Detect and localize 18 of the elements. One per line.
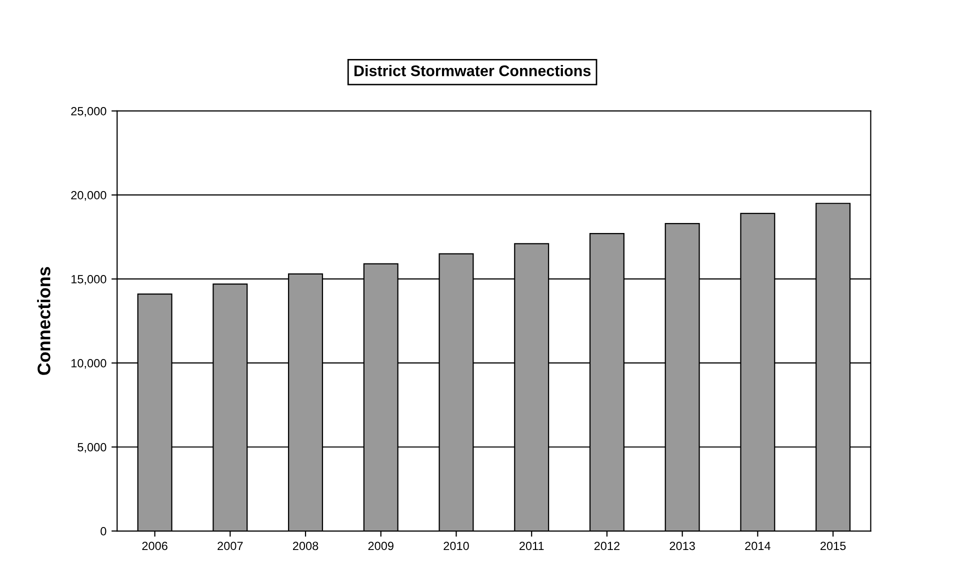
x-tick-label: 2011 [520,542,544,550]
y-tick-label: 15,000 [72,275,106,285]
x-tick-label: 2013 [670,542,695,550]
y-tick-label: 20,000 [71,191,106,201]
x-tick-label: 2009 [368,542,394,550]
x-tick-label: 2010 [444,542,469,550]
x-tick-label: 2008 [292,542,318,550]
chart-title: District Stormwater Connections [354,65,591,76]
x-tick-label: 2015 [820,542,846,550]
y-tick-label: 10,000 [72,359,106,369]
x-tick-label: 2014 [745,542,770,550]
x-tick-label: 2006 [142,542,168,550]
x-tick-label: 2007 [218,542,243,550]
y-axis-title: Connections [37,267,50,375]
y-tick-label: 5,000 [78,443,106,453]
y-tick-label: 25,000 [71,106,106,117]
y-tick-label: 0 [100,527,106,536]
x-tick-label: 2012 [594,542,620,550]
